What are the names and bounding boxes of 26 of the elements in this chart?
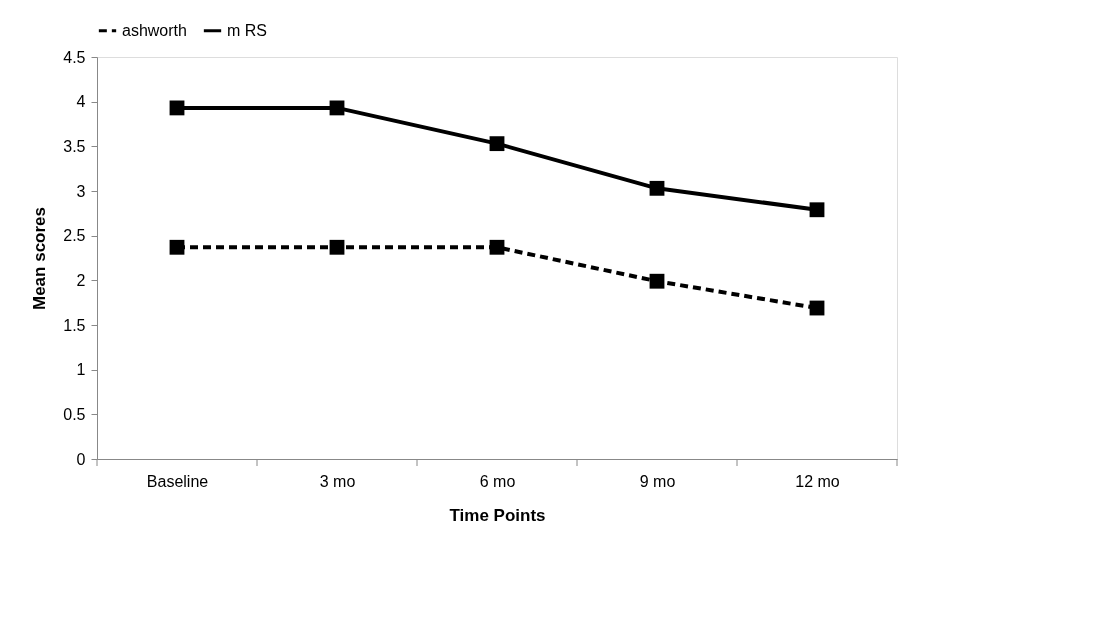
point [329,239,345,255]
x-tick-label: 12 mo [795,472,840,490]
y-tick-label: 0.5 [63,405,86,423]
x-tick-label: 9 mo [639,472,676,490]
y-tick-label: 1 [76,361,86,379]
legend-label: ashworth [122,21,187,39]
point [649,273,665,289]
y-axis-title: Mean scores [30,207,50,310]
point [809,202,825,218]
point [169,239,185,255]
point [489,136,505,152]
x-tick-label: 3 mo [319,472,356,490]
y-tick-label: 1.5 [63,316,86,334]
x-axis-title: Time Points [449,505,546,525]
y-tick-label: 3 [76,182,86,200]
y-tick-label: 4.5 [63,48,86,66]
point [649,180,665,196]
y-tick-label: 3.5 [63,137,86,155]
x-tick-label: 6 mo [479,472,516,490]
y-tick-label: 2 [76,271,86,289]
point [489,239,505,255]
legend-label: m RS [227,21,267,39]
y-tick-label: 2.5 [63,227,86,245]
x-tick-label: Baseline [146,472,209,490]
y-tick-label: 4 [76,93,86,111]
y-tick-label: 0 [76,450,86,468]
